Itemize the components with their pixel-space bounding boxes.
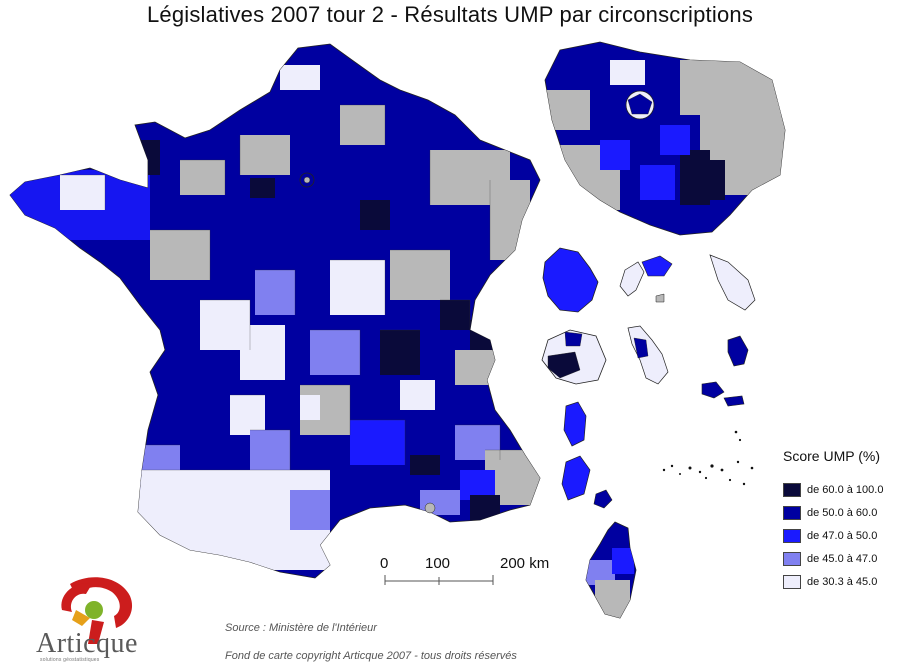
source-credit: Source : Ministère de l'Intérieur — [225, 622, 377, 634]
mainland-france — [9, 43, 541, 579]
articque-logo-icon — [61, 577, 133, 644]
legend-swatch — [783, 505, 801, 520]
logo-wordmark: Articque — [36, 628, 138, 659]
french-guiana — [542, 247, 599, 313]
legend-item: de 47.0 à 50.0 — [783, 524, 898, 547]
legend-label: de 30.3 à 45.0 — [807, 575, 878, 588]
legend-item: de 30.3 à 45.0 — [783, 570, 898, 593]
map-legend: Score UMP (%) de 60.0 à 100.0 de 50.0 à … — [783, 448, 898, 593]
mayotte — [727, 335, 749, 367]
guadeloupe — [619, 261, 645, 297]
scale-tick-100: 100 — [425, 555, 451, 572]
copyright-notice: Fond de carte copyright Articque 2007 - … — [225, 650, 517, 662]
legend-swatch — [783, 574, 801, 589]
legend-label: de 45.0 à 47.0 — [807, 552, 878, 565]
ile-de-france-inset — [544, 41, 786, 236]
legend-item: de 50.0 à 60.0 — [783, 501, 898, 524]
corsica — [585, 521, 637, 619]
new-caledonia — [709, 254, 756, 311]
scale-tick-0: 0 — [380, 555, 389, 572]
legend-label: de 50.0 à 60.0 — [807, 506, 878, 519]
logo-tagline: solutions géostatistiques — [40, 657, 100, 663]
legend-item: de 60.0 à 100.0 — [783, 478, 898, 501]
overseas-territories — [541, 247, 756, 509]
legend-item: de 45.0 à 47.0 — [783, 547, 898, 570]
legend-label: de 60.0 à 100.0 — [807, 483, 884, 496]
legend-swatch — [783, 482, 801, 497]
scale-tick-200km: 200 km — [500, 555, 550, 572]
legend-swatch — [783, 551, 801, 566]
legend-swatch — [783, 528, 801, 543]
scale-bar — [384, 575, 494, 585]
legend-label: de 47.0 à 50.0 — [807, 529, 878, 542]
map-title: Législatives 2007 tour 2 - Résultats UMP… — [146, 2, 754, 27]
legend-title: Score UMP (%) — [783, 448, 880, 464]
